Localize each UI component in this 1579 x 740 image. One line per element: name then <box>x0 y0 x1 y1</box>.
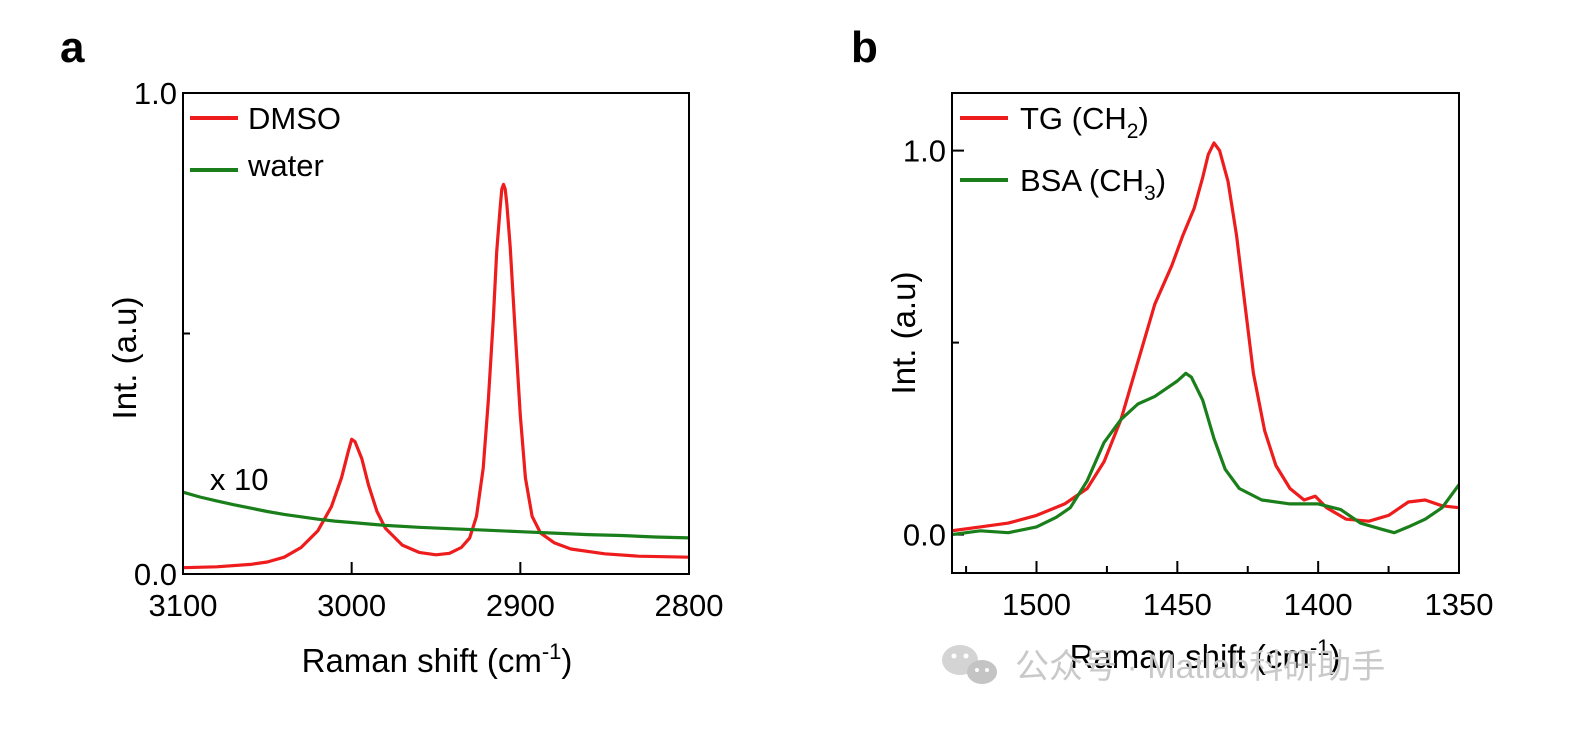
panel-a-series-dmso <box>183 182 689 570</box>
panel-b-xtick-label: 1350 <box>1425 587 1494 622</box>
panel-b-frame <box>951 92 1460 574</box>
panel-b-ticks: 1500 1450 1400 1350 0.0 1.0 <box>903 134 1494 622</box>
panel-b-legend: TG (CH2) BSA (CH3) <box>960 101 1166 205</box>
legend-tg-label: TG (CH2) <box>1020 101 1149 143</box>
panel-b-series-tg-ch <box>952 141 1459 533</box>
watermark: 公众号 · Matlab科研助手 <box>942 645 1385 686</box>
panel-a-xtick-label: 3100 <box>149 588 218 623</box>
panel-a-xtick-label: 3000 <box>317 588 386 623</box>
panel-b-xtick-label: 1450 <box>1143 587 1212 622</box>
panel-a-annotation: x 10 <box>210 462 269 497</box>
panel-a-ylabel: Int. (a.u) <box>106 297 143 420</box>
panel-b-xlabel-close: ) <box>1329 638 1340 675</box>
legend-bsa-name: BSA (CH <box>1020 163 1144 198</box>
panel-a-plot-area <box>183 182 689 570</box>
watermark-text: 公众号 · Matlab科研助手 <box>1015 648 1385 686</box>
panel-a-xlabel-main: Raman shift (cm <box>302 642 542 679</box>
panel-b-xtick-label: 1400 <box>1284 587 1353 622</box>
panel-a: a Int. (a.u) Raman shift (cm-1) 3100 3000… <box>60 23 723 679</box>
legend-tg-name: TG (CH <box>1020 101 1127 136</box>
panel-b-xlabel: Raman shift (cm-1) <box>1070 635 1341 675</box>
panel-a-letter: a <box>60 23 85 72</box>
panel-b-ylabel: Int. (a.u) <box>885 272 922 395</box>
panel-b-letter: b <box>851 23 878 72</box>
panel-a-legend: DMSO water <box>190 101 341 183</box>
panel-b-ytick-label: 1.0 <box>903 134 946 169</box>
wechat-icon <box>942 645 997 684</box>
panel-a-xtick-label: 2900 <box>486 588 555 623</box>
legend-bsa-label: BSA (CH3) <box>1020 163 1166 205</box>
panel-a-series-water <box>183 490 689 540</box>
legend-dmso-label: DMSO <box>248 101 341 136</box>
panel-a-ticks: 3100 3000 2900 2800 0.0 1.0 <box>134 76 724 623</box>
legend-tg-sub: 2 <box>1127 120 1139 143</box>
panel-a-xtick-label: 2800 <box>655 588 724 623</box>
panel-a-xlabel-close: ) <box>561 642 572 679</box>
panel-b-xlabel-main: Raman shift (cm <box>1070 638 1310 675</box>
panel-a-frame <box>182 92 690 575</box>
legend-tg-close: ) <box>1138 101 1148 136</box>
legend-bsa-close: ) <box>1156 163 1166 198</box>
panel-b-xtick-label: 1500 <box>1002 587 1071 622</box>
panel-b-plot-area <box>952 141 1459 537</box>
legend-bsa-sub: 3 <box>1144 182 1156 205</box>
legend-water-label: water <box>247 148 324 183</box>
panel-b: b Int. (a.u) Raman shift (cm-1) 1500 1450… <box>851 23 1493 675</box>
panel-b-xlabel-sup: -1 <box>1310 635 1330 660</box>
panel-b-ytick-label: 0.0 <box>903 518 946 553</box>
panel-a-xlabel: Raman shift (cm-1) <box>302 639 573 679</box>
panel-b-series-bsa-ch <box>952 371 1459 537</box>
panel-a-ytick-label: 0.0 <box>134 557 177 592</box>
panel-a-xlabel-sup: -1 <box>542 639 562 664</box>
panel-a-ytick-label: 1.0 <box>134 76 177 111</box>
